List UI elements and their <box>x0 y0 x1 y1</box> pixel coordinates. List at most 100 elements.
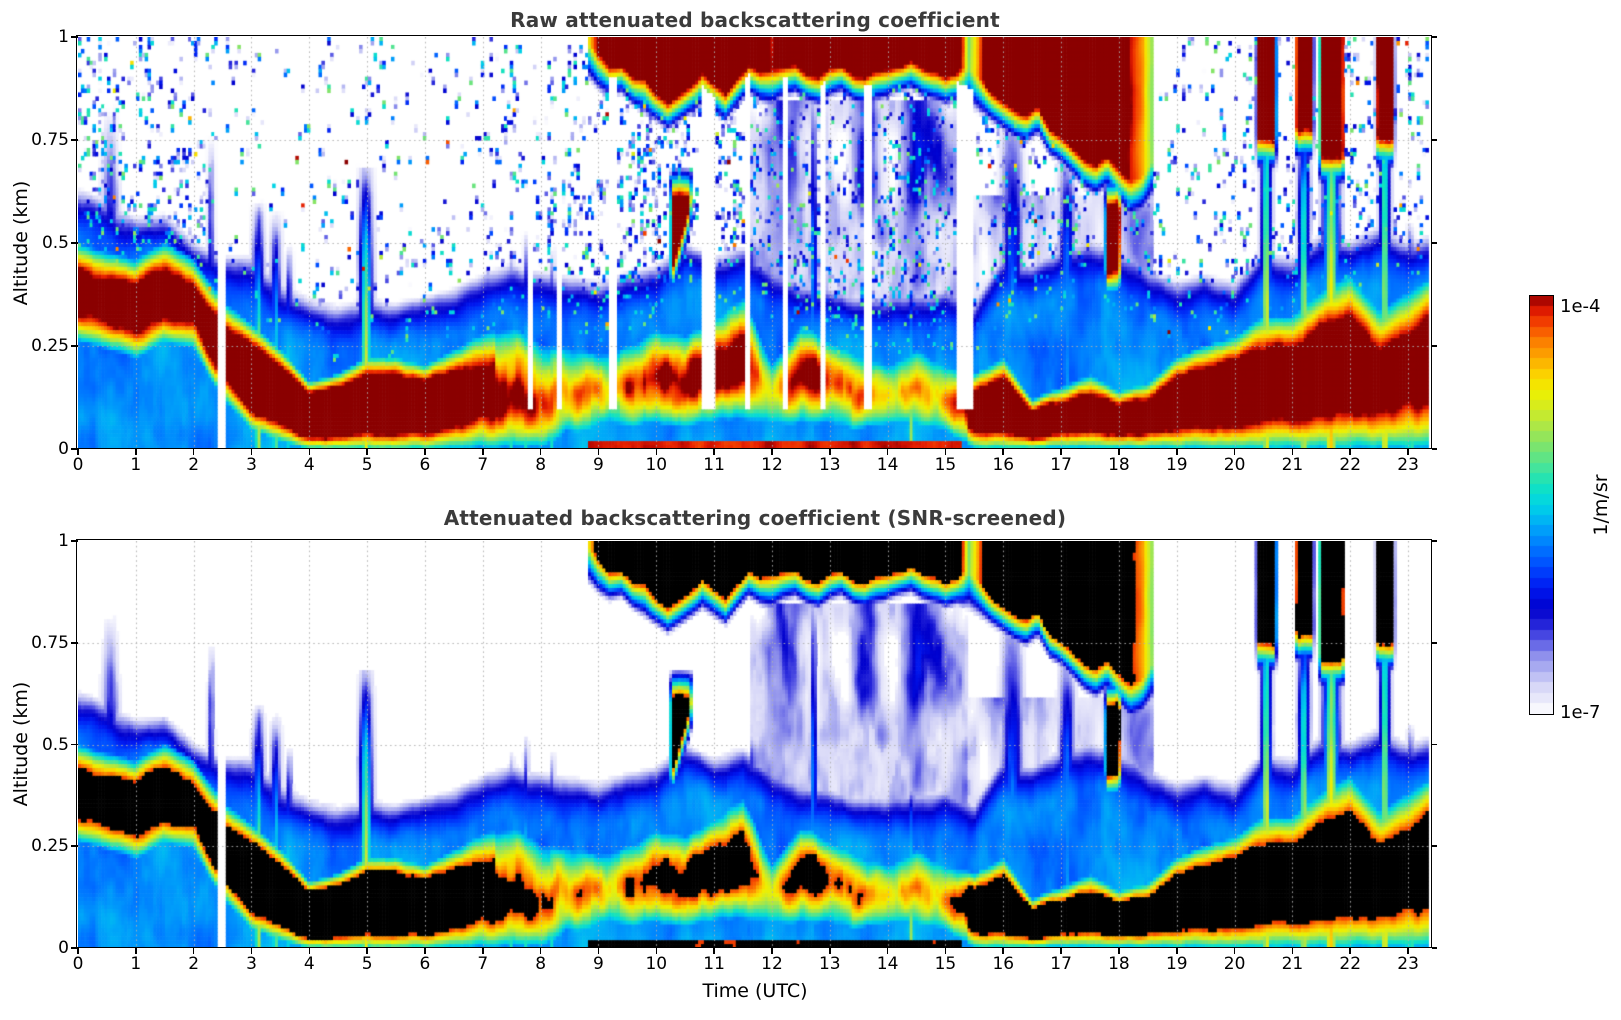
x-tick-mark <box>366 449 368 455</box>
y-tick-mark <box>71 36 78 38</box>
x-tick-label: 4 <box>303 455 315 475</box>
y-tick-mark <box>71 641 78 644</box>
x-tick-mark <box>944 948 947 954</box>
x-tick-label: 3 <box>246 954 257 974</box>
x-tick-label: 13 <box>818 954 841 974</box>
x-tick-mark <box>1002 449 1005 455</box>
x-tick-label: 23 <box>1397 954 1419 974</box>
x-tick-label: 10 <box>645 455 668 475</box>
x-tick-mark <box>1291 948 1294 954</box>
x-tick-mark <box>366 948 368 954</box>
x-tick-label: 3 <box>246 455 257 475</box>
raw-panel-title: Raw attenuated backscattering coefficien… <box>510 8 1000 32</box>
x-tick-label: 23 <box>1397 455 1419 475</box>
x-tick-label: 18 <box>1108 954 1130 974</box>
x-tick-mark <box>1233 948 1236 954</box>
y-tick-mark-right <box>1432 139 1437 141</box>
x-tick-mark <box>1118 449 1120 455</box>
x-tick-label: 15 <box>934 954 957 974</box>
y-tick-mark-right <box>1432 641 1437 644</box>
x-tick-label: 20 <box>1223 954 1246 974</box>
x-tick-mark <box>1291 449 1294 455</box>
x-tick-label: 12 <box>761 455 783 475</box>
x-tick-label: 5 <box>361 455 373 475</box>
y-tick-label: 0.75 <box>31 130 69 150</box>
x-tick-mark <box>597 449 600 455</box>
x-tick-label: 14 <box>876 455 899 475</box>
x-tick-mark <box>1060 948 1062 954</box>
x-tick-label: 21 <box>1281 954 1304 974</box>
x-tick-mark <box>713 449 715 455</box>
y-tick-mark-right <box>1432 540 1437 542</box>
y-tick-mark <box>71 540 78 542</box>
x-tick-mark <box>135 449 137 455</box>
y-tick-label: 0.5 <box>41 233 69 253</box>
colorbar-min-label: 1e-7 <box>1560 702 1601 723</box>
x-tick-label: 16 <box>992 954 1015 974</box>
x-tick-mark <box>308 449 311 455</box>
x-tick-mark <box>135 948 137 954</box>
y-tick-mark <box>71 345 78 347</box>
y-tick-mark <box>71 448 78 450</box>
x-tick-mark <box>1002 948 1005 954</box>
colorbar-max-label: 1e-4 <box>1560 296 1601 317</box>
y-tick-mark <box>71 947 78 949</box>
x-tick-mark <box>1175 449 1178 455</box>
y-tick-mark-right <box>1432 947 1437 949</box>
x-tick-mark <box>655 449 658 455</box>
x-tick-mark <box>482 948 484 954</box>
x-tick-label: 20 <box>1223 455 1246 475</box>
x-tick-label: 0 <box>72 954 84 974</box>
raw-heatmap-canvas <box>78 37 1432 449</box>
x-tick-label: 13 <box>818 455 841 475</box>
x-axis-label: Time (UTC) <box>702 980 808 1002</box>
screened-heatmap-canvas <box>78 541 1432 948</box>
y-tick-label: 0 <box>58 439 69 459</box>
x-tick-label: 10 <box>645 954 668 974</box>
x-tick-label: 11 <box>703 954 725 974</box>
y-tick-label: 0 <box>58 938 69 958</box>
x-tick-mark <box>771 948 773 954</box>
y-tick-label: 0.25 <box>31 836 69 857</box>
x-tick-mark <box>1349 948 1352 954</box>
x-tick-mark <box>77 449 79 455</box>
y-tick-label: 1 <box>58 27 69 47</box>
x-tick-label: 12 <box>761 954 783 974</box>
y-tick-mark <box>71 743 78 746</box>
x-tick-mark <box>1175 948 1178 954</box>
x-tick-label: 7 <box>477 455 489 475</box>
x-tick-mark <box>192 449 195 455</box>
x-tick-mark <box>482 449 484 455</box>
x-tick-label: 5 <box>361 954 373 974</box>
x-tick-label: 16 <box>992 455 1015 475</box>
x-tick-mark <box>308 948 311 954</box>
x-tick-label: 18 <box>1108 455 1130 475</box>
y-tick-label: 0.75 <box>31 632 69 653</box>
x-tick-label: 15 <box>934 455 957 475</box>
x-tick-mark <box>597 948 600 954</box>
x-tick-mark <box>539 948 542 954</box>
x-tick-mark <box>886 449 889 455</box>
x-tick-label: 4 <box>303 954 315 974</box>
x-tick-label: 17 <box>1050 954 1072 974</box>
x-tick-label: 0 <box>72 455 84 475</box>
x-tick-label: 7 <box>477 954 489 974</box>
x-tick-label: 8 <box>535 954 547 974</box>
x-tick-mark <box>192 948 195 954</box>
x-tick-mark <box>828 449 831 455</box>
x-tick-label: 8 <box>535 455 547 475</box>
y-tick-label: 1 <box>58 531 69 551</box>
y-tick-label: 0.25 <box>31 336 69 356</box>
x-tick-label: 21 <box>1281 455 1304 475</box>
y-tick-mark-right <box>1432 845 1437 848</box>
x-tick-mark <box>771 449 773 455</box>
x-tick-label: 17 <box>1050 455 1072 475</box>
x-tick-mark <box>1118 948 1120 954</box>
x-tick-label: 22 <box>1339 954 1362 974</box>
colorbar-unit-label: 1/m/sr <box>1590 474 1612 536</box>
colorbar-canvas <box>1530 296 1553 714</box>
x-tick-label: 1 <box>130 954 142 974</box>
x-tick-label: 6 <box>419 954 431 974</box>
x-tick-label: 2 <box>188 954 200 974</box>
